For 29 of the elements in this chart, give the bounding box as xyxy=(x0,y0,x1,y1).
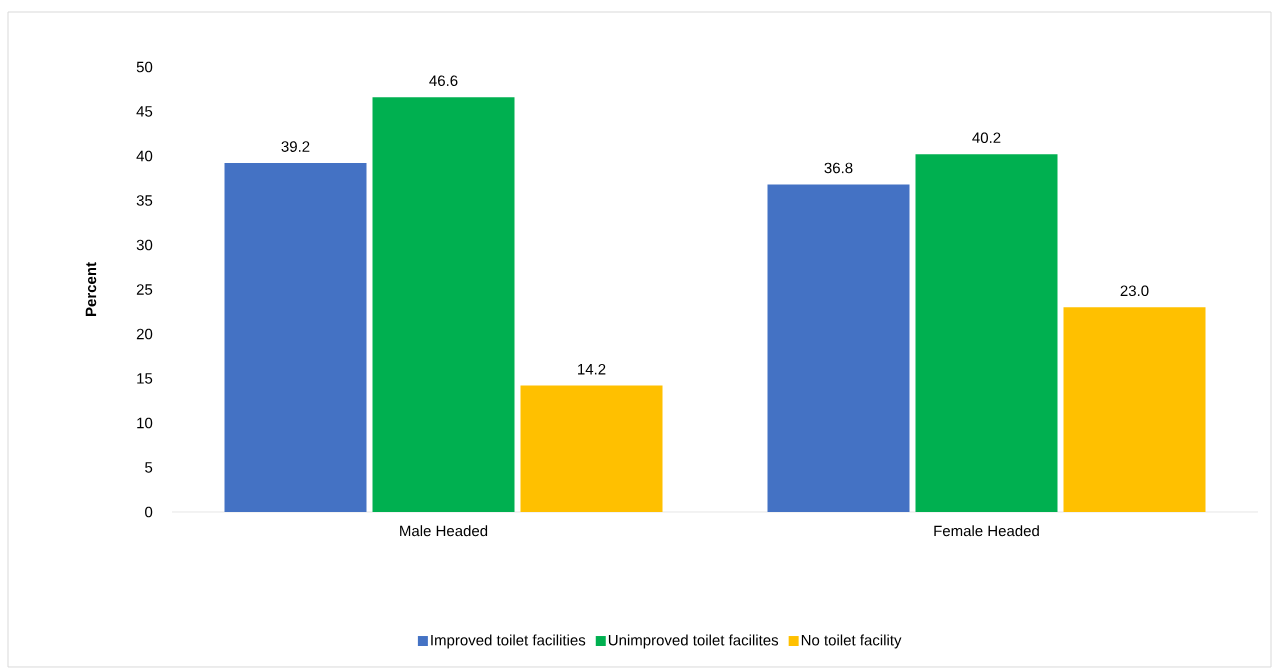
bar xyxy=(224,163,367,512)
legend-label: Unimproved toilet facilites xyxy=(608,634,779,649)
y-tick-label: 25 xyxy=(136,284,153,295)
y-tick-label: 10 xyxy=(137,417,153,429)
data-label: 40.2 xyxy=(972,132,1001,143)
bar xyxy=(520,385,663,512)
y-tick-label: 50 xyxy=(136,61,153,73)
y-tick-label: 20 xyxy=(136,328,153,340)
data-label: 46.6 xyxy=(429,75,458,87)
data-label: 14.2 xyxy=(578,363,606,375)
data-label: 39.2 xyxy=(281,141,310,152)
y-tick-label: 45 xyxy=(136,106,153,117)
legend-label: No toilet facility xyxy=(801,634,902,649)
y-tick-label: 0 xyxy=(145,506,153,518)
y-axis-title: Percent xyxy=(85,262,97,316)
y-tick-label: 35 xyxy=(136,195,153,206)
bar xyxy=(767,184,910,512)
y-tick-label: 5 xyxy=(145,462,153,473)
bar xyxy=(372,97,515,512)
data-label: 23.0 xyxy=(1120,285,1149,297)
x-tick-label: Female Headed xyxy=(934,525,1039,537)
data-label: 36.8 xyxy=(824,162,853,174)
legend-label: Improved toilet facilities xyxy=(431,634,586,649)
x-tick-label: Male Headed xyxy=(400,525,488,537)
y-tick-label: 40 xyxy=(136,150,153,162)
bar xyxy=(1063,307,1206,512)
bar xyxy=(915,154,1058,512)
y-tick-label: 15 xyxy=(137,373,153,384)
y-tick-label: 30 xyxy=(136,239,153,251)
